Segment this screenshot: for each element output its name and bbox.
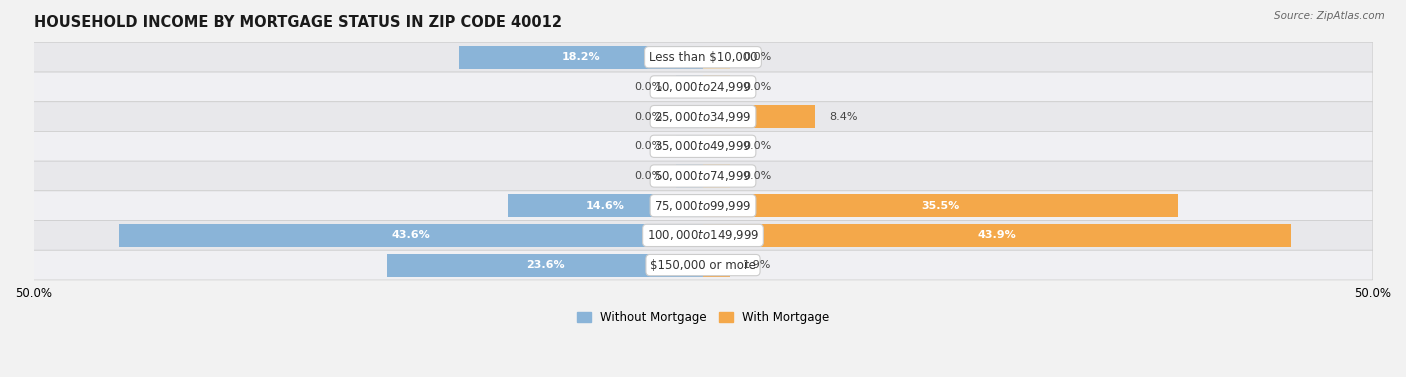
Legend: Without Mortgage, With Mortgage: Without Mortgage, With Mortgage: [572, 306, 834, 328]
Bar: [676, 164, 703, 188]
Bar: [703, 164, 730, 188]
Bar: [676, 135, 703, 158]
Text: 43.9%: 43.9%: [977, 230, 1017, 241]
Text: 1.9%: 1.9%: [744, 260, 772, 270]
Text: 14.6%: 14.6%: [586, 201, 624, 211]
Text: 35.5%: 35.5%: [921, 201, 960, 211]
Text: 18.2%: 18.2%: [562, 52, 600, 62]
Bar: [703, 75, 730, 98]
FancyBboxPatch shape: [34, 161, 1372, 191]
FancyBboxPatch shape: [34, 132, 1372, 161]
Text: 0.0%: 0.0%: [634, 141, 662, 151]
Bar: [703, 253, 730, 277]
Bar: [460, 46, 703, 69]
Text: 0.0%: 0.0%: [634, 171, 662, 181]
Text: $100,000 to $149,999: $100,000 to $149,999: [647, 228, 759, 242]
Bar: [676, 105, 703, 128]
Text: 43.6%: 43.6%: [392, 230, 430, 241]
Bar: [703, 224, 1291, 247]
Text: $25,000 to $34,999: $25,000 to $34,999: [654, 110, 752, 124]
Bar: [508, 194, 703, 217]
Text: 23.6%: 23.6%: [526, 260, 564, 270]
Text: 0.0%: 0.0%: [744, 141, 772, 151]
Text: 0.0%: 0.0%: [744, 171, 772, 181]
Bar: [703, 105, 815, 128]
Text: 8.4%: 8.4%: [830, 112, 858, 122]
Text: $150,000 or more: $150,000 or more: [650, 259, 756, 271]
FancyBboxPatch shape: [34, 72, 1372, 102]
Text: 0.0%: 0.0%: [634, 112, 662, 122]
FancyBboxPatch shape: [34, 250, 1372, 280]
FancyBboxPatch shape: [34, 102, 1372, 132]
Bar: [703, 194, 1178, 217]
Bar: [703, 46, 730, 69]
FancyBboxPatch shape: [34, 42, 1372, 72]
Bar: [387, 253, 703, 277]
Text: HOUSEHOLD INCOME BY MORTGAGE STATUS IN ZIP CODE 40012: HOUSEHOLD INCOME BY MORTGAGE STATUS IN Z…: [34, 15, 561, 30]
Text: 0.0%: 0.0%: [744, 52, 772, 62]
FancyBboxPatch shape: [34, 191, 1372, 221]
Text: $75,000 to $99,999: $75,000 to $99,999: [654, 199, 752, 213]
Text: $10,000 to $24,999: $10,000 to $24,999: [654, 80, 752, 94]
Text: Less than $10,000: Less than $10,000: [648, 51, 758, 64]
Text: 0.0%: 0.0%: [634, 82, 662, 92]
Text: $50,000 to $74,999: $50,000 to $74,999: [654, 169, 752, 183]
Text: 0.0%: 0.0%: [744, 82, 772, 92]
Bar: [703, 135, 730, 158]
Text: Source: ZipAtlas.com: Source: ZipAtlas.com: [1274, 11, 1385, 21]
FancyBboxPatch shape: [34, 221, 1372, 250]
Bar: [120, 224, 703, 247]
Bar: [676, 75, 703, 98]
Text: $35,000 to $49,999: $35,000 to $49,999: [654, 139, 752, 153]
